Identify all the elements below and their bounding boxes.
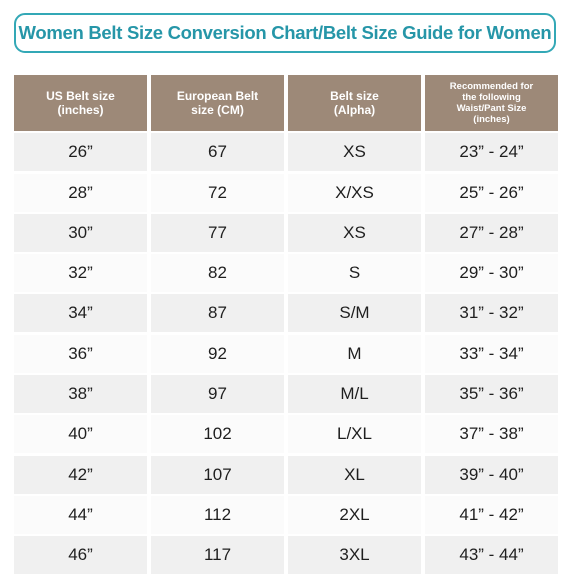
alpha-size-cell: XL <box>288 455 421 494</box>
header-recommended-waist-size: Recommended for the following Waist/Pant… <box>425 75 558 131</box>
waist-size-cell: 33” - 34” <box>425 334 558 373</box>
us-size-cell: 36” <box>14 334 147 373</box>
waist-size-cell: 37” - 38” <box>425 415 558 454</box>
alpha-size-cell: X/XS <box>288 173 421 212</box>
us-size-cell: 46” <box>14 536 147 575</box>
alpha-size-cell: XS <box>288 133 421 172</box>
us-size-cell: 32” <box>14 254 147 293</box>
header-recommended-waist-size-label: Recommended for the following Waist/Pant… <box>449 81 534 125</box>
european-size-cell: 112 <box>151 495 284 534</box>
us-size-cell: 28” <box>14 173 147 212</box>
us-size-cell: 34” <box>14 294 147 333</box>
header-alpha-belt-size-label: Belt size (Alpha) <box>330 89 379 117</box>
alpha-size-cell: XS <box>288 213 421 252</box>
waist-size-cell: 29” - 30” <box>425 254 558 293</box>
us-size-cell: 30” <box>14 213 147 252</box>
european-size-cell: 92 <box>151 334 284 373</box>
european-size-cell: 117 <box>151 536 284 575</box>
alpha-size-cell: 3XL <box>288 536 421 575</box>
alpha-size-cell: M <box>288 334 421 373</box>
european-size-cell: 67 <box>151 133 284 172</box>
european-size-cell: 82 <box>151 254 284 293</box>
alpha-size-cell: S/M <box>288 294 421 333</box>
european-size-cell: 87 <box>151 294 284 333</box>
header-european-belt-size: European Belt size (CM) <box>151 75 284 131</box>
alpha-size-cell: 2XL <box>288 495 421 534</box>
belt-size-table: US Belt size (inches) European Belt size… <box>14 75 558 575</box>
waist-size-cell: 25” - 26” <box>425 173 558 212</box>
european-size-cell: 97 <box>151 375 284 414</box>
header-alpha-belt-size: Belt size (Alpha) <box>288 75 421 131</box>
waist-size-cell: 27” - 28” <box>425 213 558 252</box>
european-size-cell: 102 <box>151 415 284 454</box>
waist-size-cell: 31” - 32” <box>425 294 558 333</box>
waist-size-cell: 35” - 36” <box>425 375 558 414</box>
us-size-cell: 42” <box>14 455 147 494</box>
us-size-cell: 44” <box>14 495 147 534</box>
us-size-cell: 40” <box>14 415 147 454</box>
us-size-cell: 38” <box>14 375 147 414</box>
us-size-cell: 26” <box>14 133 147 172</box>
title-banner: Women Belt Size Conversion Chart/Belt Si… <box>14 13 556 53</box>
page-title: Women Belt Size Conversion Chart/Belt Si… <box>18 22 552 43</box>
header-european-belt-size-label: European Belt size (CM) <box>176 89 259 117</box>
header-us-belt-size: US Belt size (inches) <box>14 75 147 131</box>
header-us-belt-size-label: US Belt size (inches) <box>46 89 115 117</box>
european-size-cell: 77 <box>151 213 284 252</box>
alpha-size-cell: L/XL <box>288 415 421 454</box>
european-size-cell: 107 <box>151 455 284 494</box>
waist-size-cell: 43” - 44” <box>425 536 558 575</box>
waist-size-cell: 39” - 40” <box>425 455 558 494</box>
alpha-size-cell: S <box>288 254 421 293</box>
european-size-cell: 72 <box>151 173 284 212</box>
waist-size-cell: 23” - 24” <box>425 133 558 172</box>
alpha-size-cell: M/L <box>288 375 421 414</box>
table-body: 26” 67 XS 23” - 24” 28” 72 X/XS 25” - 26” 30” 77 X… <box>14 131 558 575</box>
waist-size-cell: 41” - 42” <box>425 495 558 534</box>
